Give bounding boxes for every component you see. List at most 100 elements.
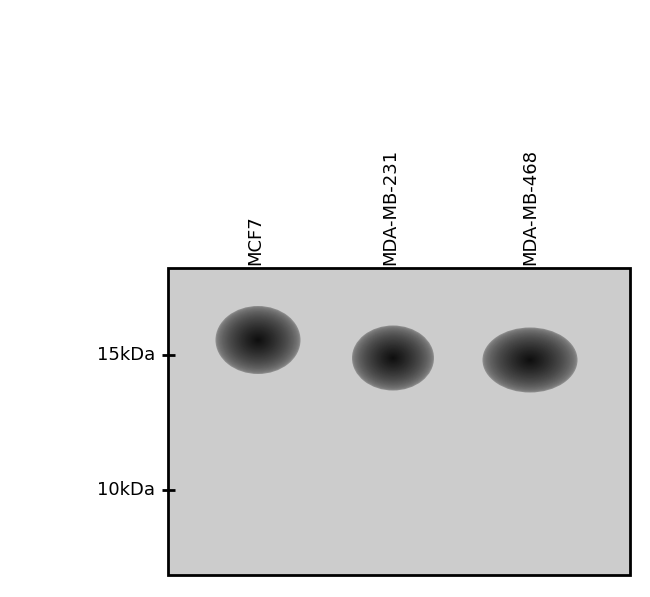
Ellipse shape [355,328,431,388]
Ellipse shape [506,344,554,376]
Ellipse shape [365,336,421,380]
Ellipse shape [222,311,294,369]
Ellipse shape [367,338,419,378]
Ellipse shape [237,323,280,357]
Ellipse shape [378,346,408,370]
Ellipse shape [374,343,413,374]
Ellipse shape [353,327,433,390]
Ellipse shape [250,333,266,347]
Ellipse shape [515,349,545,371]
Ellipse shape [392,357,394,359]
Bar [168,268,630,575]
Ellipse shape [505,343,555,377]
Ellipse shape [254,337,262,343]
Ellipse shape [488,331,573,389]
Ellipse shape [226,315,290,365]
Ellipse shape [500,340,560,380]
Ellipse shape [243,328,273,352]
Ellipse shape [369,339,417,377]
Ellipse shape [235,321,281,359]
Ellipse shape [514,349,547,371]
Ellipse shape [517,351,543,369]
Ellipse shape [236,322,280,358]
Ellipse shape [529,359,531,361]
Ellipse shape [495,336,566,384]
Ellipse shape [390,356,396,361]
Ellipse shape [381,348,406,368]
Text: 10kDa: 10kDa [97,481,155,499]
Ellipse shape [508,346,551,375]
Ellipse shape [230,318,285,362]
Ellipse shape [372,341,415,375]
Ellipse shape [248,331,268,349]
Ellipse shape [384,350,402,365]
Ellipse shape [374,343,411,373]
Ellipse shape [233,321,283,359]
Ellipse shape [218,307,298,373]
Ellipse shape [526,358,534,362]
Ellipse shape [385,352,401,365]
Ellipse shape [491,333,569,387]
Ellipse shape [512,348,548,372]
Ellipse shape [248,333,268,347]
Ellipse shape [386,352,400,364]
Ellipse shape [250,334,265,346]
Ellipse shape [504,342,556,378]
Ellipse shape [493,335,567,385]
Ellipse shape [246,331,270,349]
Ellipse shape [492,334,568,386]
Ellipse shape [245,330,271,350]
Ellipse shape [242,327,274,353]
Ellipse shape [498,338,562,382]
Ellipse shape [362,334,424,382]
Ellipse shape [364,336,422,381]
Ellipse shape [369,338,417,377]
Ellipse shape [497,337,564,383]
Ellipse shape [511,347,549,373]
Ellipse shape [220,309,296,371]
Ellipse shape [372,341,413,374]
Ellipse shape [253,336,263,344]
Ellipse shape [524,356,536,364]
Ellipse shape [244,329,272,351]
Ellipse shape [525,357,535,363]
Ellipse shape [370,340,415,376]
Ellipse shape [358,330,428,386]
Ellipse shape [233,319,283,361]
Ellipse shape [359,331,427,385]
Ellipse shape [508,344,552,376]
Ellipse shape [382,349,404,367]
Ellipse shape [239,325,277,355]
Ellipse shape [229,317,287,363]
Ellipse shape [255,337,261,343]
Text: 15kDa: 15kDa [97,346,155,364]
Ellipse shape [224,313,292,367]
Ellipse shape [357,330,429,386]
Ellipse shape [216,306,300,374]
Ellipse shape [227,315,289,365]
Ellipse shape [218,309,297,371]
Ellipse shape [485,329,575,391]
Ellipse shape [240,325,276,355]
Ellipse shape [356,329,430,387]
Ellipse shape [241,327,275,353]
Ellipse shape [216,307,300,373]
Ellipse shape [354,327,432,389]
Ellipse shape [388,354,398,362]
Ellipse shape [486,330,574,390]
Ellipse shape [495,337,564,383]
Ellipse shape [488,331,571,389]
Ellipse shape [379,347,408,370]
Text: MDA-MB-468: MDA-MB-468 [521,149,539,265]
Ellipse shape [502,341,557,378]
Ellipse shape [376,345,410,371]
Ellipse shape [225,313,291,367]
Ellipse shape [231,319,285,361]
Ellipse shape [238,324,278,356]
Ellipse shape [482,328,577,392]
Ellipse shape [376,344,410,372]
Ellipse shape [352,325,434,390]
Ellipse shape [519,353,541,367]
Ellipse shape [510,346,550,374]
Ellipse shape [228,316,288,364]
